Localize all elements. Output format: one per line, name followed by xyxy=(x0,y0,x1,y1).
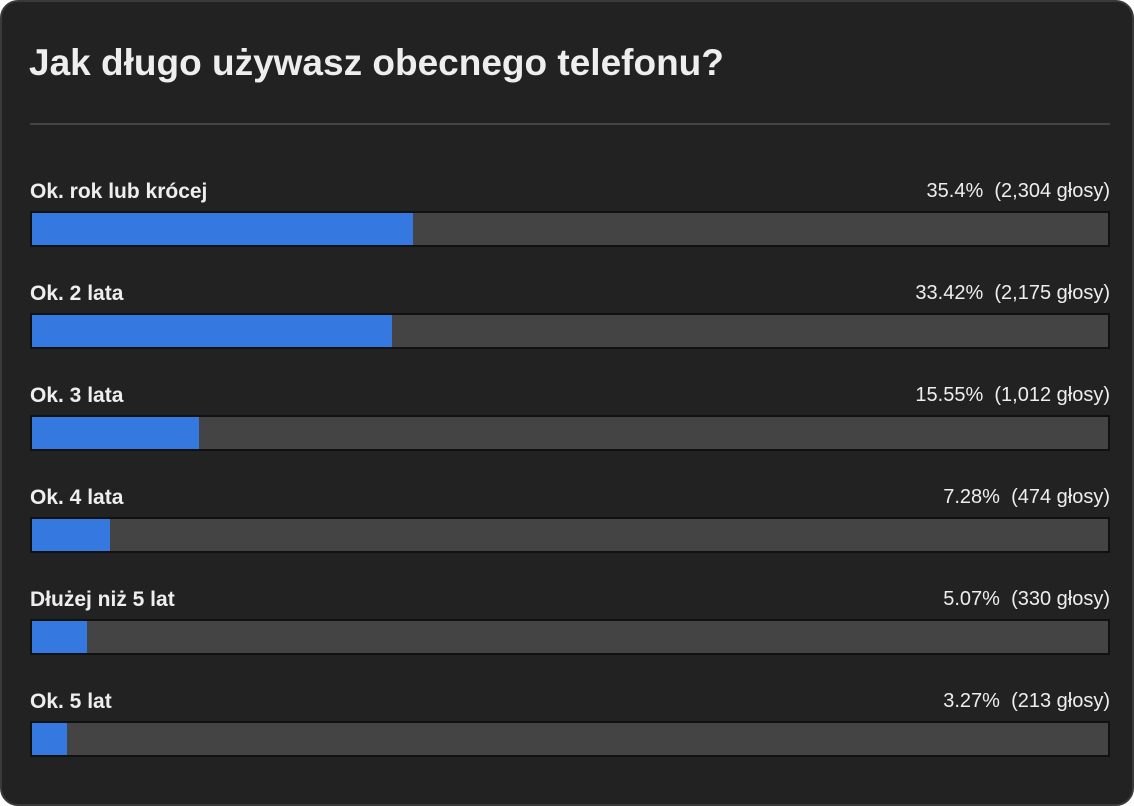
progress-fill xyxy=(32,723,68,755)
progress-bar xyxy=(30,619,1110,655)
poll-title: Jak długo używasz obecnego telefonu? xyxy=(29,42,724,83)
poll-option: Ok. 4 lata 7.28% (474 głosy) xyxy=(30,486,1110,566)
poll-option: Ok. 5 lat 3.27% (213 głosy) xyxy=(30,690,1110,770)
option-votes: (1,012 głosy) xyxy=(994,384,1110,406)
progress-fill xyxy=(32,417,200,449)
option-label: Ok. 3 lata xyxy=(30,384,124,407)
option-percent: 33.42% xyxy=(915,282,984,304)
progress-bar xyxy=(30,721,1110,757)
progress-bar xyxy=(30,517,1110,553)
progress-bar xyxy=(30,313,1110,349)
progress-bar xyxy=(30,415,1110,451)
progress-fill xyxy=(32,519,111,551)
option-stats: 15.55% (1,012 głosy) xyxy=(915,384,1110,407)
option-votes: (330 głosy) xyxy=(1011,588,1110,610)
option-stats: 7.28% (474 głosy) xyxy=(943,486,1110,509)
poll-option: Dłużej niż 5 lat 5.07% (330 głosy) xyxy=(30,588,1110,668)
option-label: Ok. 5 lat xyxy=(30,690,112,713)
poll-option: Ok. rok lub krócej 35.4% (2,304 głosy) xyxy=(30,180,1110,260)
option-stats: 5.07% (330 głosy) xyxy=(943,588,1110,611)
option-stats: 33.42% (2,175 głosy) xyxy=(915,282,1110,305)
poll-option: Ok. 3 lata 15.55% (1,012 głosy) xyxy=(30,384,1110,464)
progress-fill xyxy=(32,315,392,347)
option-percent: 5.07% xyxy=(943,588,1000,610)
option-percent: 15.55% xyxy=(915,384,984,406)
divider xyxy=(30,123,1110,125)
option-label: Ok. 2 lata xyxy=(30,282,124,305)
option-label: Ok. 4 lata xyxy=(30,486,124,509)
option-stats: 3.27% (213 głosy) xyxy=(943,690,1110,713)
progress-fill xyxy=(32,213,413,245)
option-stats: 35.4% (2,304 głosy) xyxy=(927,180,1110,203)
progress-bar xyxy=(30,211,1110,247)
option-votes: (474 głosy) xyxy=(1011,486,1110,508)
option-votes: (2,175 głosy) xyxy=(994,282,1110,304)
option-votes: (2,304 głosy) xyxy=(994,180,1110,202)
option-percent: 7.28% xyxy=(943,486,1000,508)
option-percent: 35.4% xyxy=(926,180,984,202)
option-label: Dłużej niż 5 lat xyxy=(30,588,175,611)
option-percent: 3.27% xyxy=(943,690,1000,712)
option-votes: (213 głosy) xyxy=(1011,690,1110,712)
option-label: Ok. rok lub krócej xyxy=(30,180,208,203)
poll-option: Ok. 2 lata 33.42% (2,175 głosy) xyxy=(30,282,1110,362)
progress-fill xyxy=(32,621,87,653)
